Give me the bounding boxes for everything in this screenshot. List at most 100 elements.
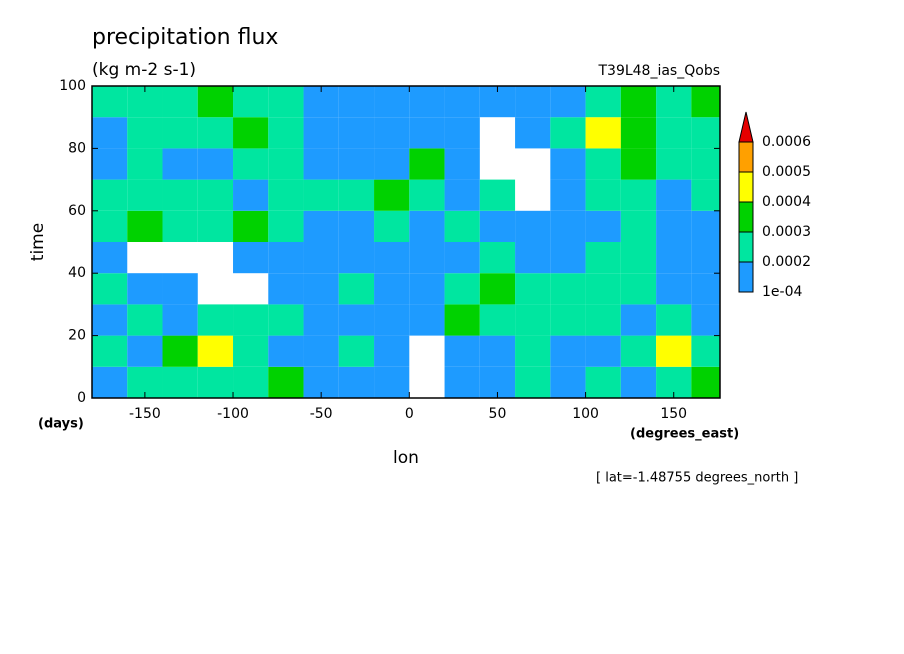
x-tick-label: -100 [217,406,249,422]
cell [409,210,445,242]
cell [479,179,516,211]
cell [92,366,128,398]
cell [268,148,304,180]
cell [409,336,444,367]
cell [233,148,269,180]
cell [585,335,621,367]
cell [515,304,551,336]
cell [268,210,304,242]
cell [620,335,657,367]
cell [656,117,692,149]
cell [233,304,269,336]
cell [620,273,657,305]
cell [162,86,198,118]
cell [338,179,375,211]
cell [444,366,480,398]
cell [197,366,234,398]
cell [127,273,163,305]
cell [268,242,304,274]
colorbar-label: 0.0005 [762,164,811,180]
cell [691,117,720,149]
y-tick-label: 40 [68,265,86,281]
cell [585,179,621,211]
cell [550,86,586,118]
plot-frame [91,85,721,399]
cell [233,86,269,118]
cell [550,273,586,305]
cell [585,304,621,336]
cell [515,148,550,179]
cell [409,242,445,274]
cell [303,242,339,274]
cell [374,273,410,305]
cell [197,210,234,242]
cell [127,148,163,180]
cell [197,148,234,180]
cell [338,242,375,274]
cell [620,366,657,398]
cell [444,335,480,367]
cell [620,117,657,149]
cell [550,117,586,149]
cell [444,242,480,274]
colorbar-label: 0.0006 [762,134,811,150]
cell [92,86,128,118]
cell [303,273,339,305]
cell [620,304,657,336]
cell [92,179,128,211]
cell [338,366,375,398]
y-axis-title: time [28,223,48,261]
cell [303,210,339,242]
cell [691,366,720,398]
cell [620,148,657,180]
cell [163,242,198,273]
cell [233,273,268,304]
cell [162,148,198,180]
cell [479,242,516,274]
cell [162,117,198,149]
cell [585,210,621,242]
cell [268,86,304,118]
cell [374,148,410,180]
cell [374,242,410,274]
cell [409,304,445,336]
cell [585,86,621,118]
cell [303,179,339,211]
cell [409,148,445,180]
cell [550,148,586,180]
cell [338,86,375,118]
cell [338,273,375,305]
cell [374,117,410,149]
cell [303,117,339,149]
cell [550,366,586,398]
cell [480,148,515,179]
cell [233,117,269,149]
y-tick-label: 80 [68,140,86,156]
cell [444,86,480,118]
cell [620,242,657,274]
cell [409,273,445,305]
cell [127,335,163,367]
cell [303,335,339,367]
y-tick-label: 100 [59,78,86,94]
cell [92,304,128,336]
cell [515,117,551,149]
cell [515,335,551,367]
cell [620,86,657,118]
cell [620,210,657,242]
cell [374,304,410,336]
cell [585,148,621,180]
colorbar-box [738,231,754,263]
cell [92,335,128,367]
colorbar-label: 0.0002 [762,254,811,270]
cell [303,304,339,336]
cell [127,117,163,149]
cell [444,210,480,242]
cell [197,117,234,149]
cell [197,86,234,118]
cell [92,242,128,274]
cell [691,210,720,242]
y-tick-label: 0 [77,390,86,406]
y-tick-label: 20 [68,328,86,344]
